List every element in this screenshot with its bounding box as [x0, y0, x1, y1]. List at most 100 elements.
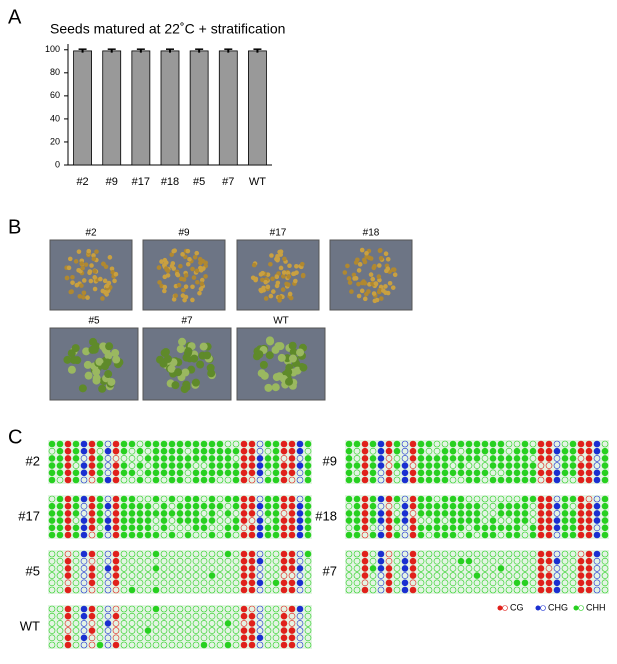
- site: [152, 620, 160, 627]
- seedling: [263, 296, 269, 301]
- site: [64, 605, 72, 613]
- site: [56, 612, 64, 620]
- site: [184, 586, 192, 594]
- x-tick-label: #17: [132, 176, 150, 188]
- seedling: [289, 348, 298, 357]
- site: [224, 550, 232, 558]
- seedling: [277, 249, 282, 255]
- seedling: [391, 267, 397, 273]
- site: [72, 586, 80, 594]
- site: [112, 455, 120, 462]
- seedling: [271, 383, 280, 392]
- site: [553, 469, 561, 477]
- site: [304, 550, 312, 558]
- site: [441, 502, 449, 510]
- site: [152, 440, 160, 448]
- seedling: [357, 262, 363, 267]
- site: [593, 557, 601, 565]
- site: [120, 469, 128, 477]
- site: [569, 572, 577, 579]
- site: [64, 440, 72, 448]
- site: [345, 524, 353, 532]
- site: [112, 627, 120, 634]
- site: [569, 502, 577, 510]
- site: [184, 634, 192, 642]
- site: [112, 531, 120, 539]
- site: [304, 517, 312, 524]
- site: [353, 531, 361, 539]
- site: [72, 502, 80, 510]
- site: [401, 495, 409, 503]
- site: [385, 517, 393, 524]
- site: [208, 510, 216, 517]
- site: [409, 572, 417, 579]
- seedling: [194, 268, 200, 274]
- site: [128, 634, 136, 642]
- site: [401, 476, 409, 484]
- site: [369, 455, 377, 462]
- site: [353, 517, 361, 524]
- site: [561, 476, 569, 484]
- site: [152, 455, 160, 462]
- site: [104, 495, 112, 503]
- site: [441, 531, 449, 539]
- site: [377, 524, 385, 532]
- seedling: [107, 255, 113, 260]
- site: [136, 612, 144, 620]
- site: [184, 524, 192, 532]
- site: [296, 447, 304, 455]
- site: [585, 476, 593, 484]
- site: [104, 565, 112, 572]
- site: [48, 495, 56, 503]
- site: [449, 476, 457, 484]
- seedling: [102, 278, 108, 284]
- site: [601, 572, 609, 579]
- seedling: [265, 336, 274, 345]
- seedling: [385, 256, 391, 262]
- site: [577, 502, 585, 510]
- seedling: [288, 341, 297, 350]
- site: [96, 627, 104, 634]
- site: [489, 586, 497, 594]
- site: [120, 455, 128, 462]
- site: [128, 641, 136, 649]
- site: [256, 469, 264, 477]
- seedling: [351, 272, 357, 278]
- site: [152, 524, 160, 532]
- site: [272, 455, 280, 462]
- site: [176, 510, 184, 517]
- site: [545, 462, 553, 469]
- site: [96, 524, 104, 532]
- site: [569, 517, 577, 524]
- site: [64, 455, 72, 462]
- site: [377, 476, 385, 484]
- site: [288, 627, 296, 634]
- site: [304, 565, 312, 572]
- site: [160, 550, 168, 558]
- site: [304, 620, 312, 627]
- seedling: [345, 263, 350, 269]
- site: [224, 502, 232, 510]
- site: [192, 565, 200, 572]
- site: [377, 502, 385, 510]
- site: [296, 531, 304, 539]
- site: [56, 627, 64, 634]
- site: [441, 495, 449, 503]
- site: [585, 447, 593, 455]
- site: [409, 524, 417, 532]
- site: [537, 502, 545, 510]
- site: [200, 641, 208, 649]
- site: [304, 440, 312, 448]
- site: [553, 565, 561, 572]
- site: [200, 502, 208, 510]
- site: [232, 557, 240, 565]
- site: [593, 440, 601, 448]
- site: [296, 502, 304, 510]
- seedling: [281, 274, 286, 279]
- seedling: [381, 288, 386, 293]
- site: [232, 476, 240, 484]
- site: [216, 565, 224, 572]
- site: [561, 440, 569, 448]
- site: [120, 557, 128, 565]
- site: [288, 469, 296, 477]
